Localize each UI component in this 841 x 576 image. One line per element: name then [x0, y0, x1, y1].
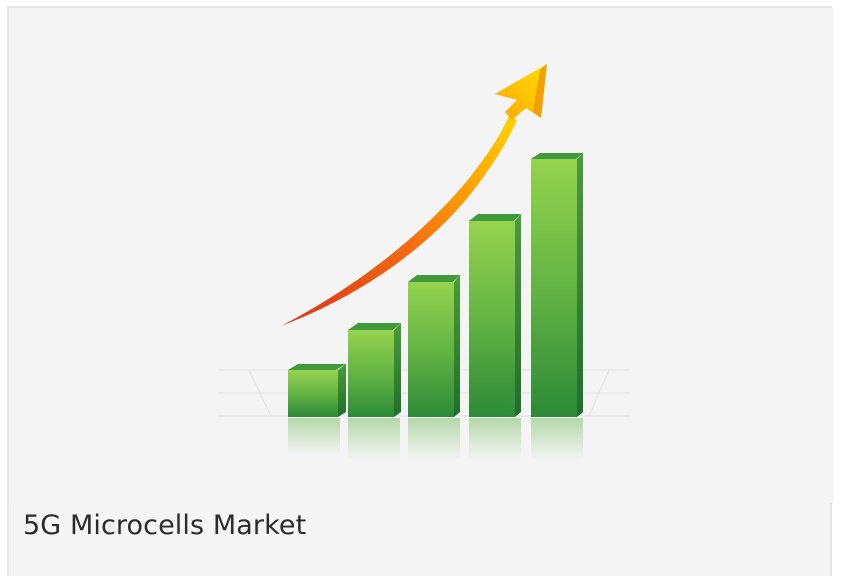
market-card[interactable]: 5G Microcells Market [7, 6, 834, 576]
card-title[interactable]: 5G Microcells Market [23, 510, 307, 541]
growth-chart-icon [219, 64, 629, 460]
growth-chart-image[interactable] [9, 8, 834, 503]
rising-arrow-icon [281, 64, 547, 326]
bar-reflections [288, 418, 583, 460]
bars [288, 153, 583, 417]
